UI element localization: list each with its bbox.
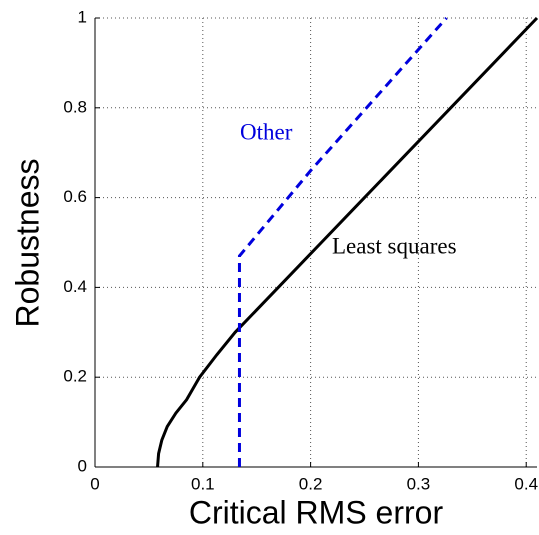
x-tick-label: 0.2	[299, 474, 323, 493]
y-axis-label: Robustness	[9, 159, 45, 328]
x-tick-label: 0.1	[191, 474, 215, 493]
series-label: Least squares	[332, 233, 457, 258]
y-tick-label: 0.8	[63, 97, 87, 116]
x-axis-label: Critical RMS error	[189, 494, 444, 530]
y-tick-label: 1	[78, 7, 87, 26]
y-tick-label: 0.4	[63, 277, 87, 296]
y-tick-label: 0	[78, 456, 87, 475]
series-label: Other	[240, 119, 293, 144]
x-tick-label: 0	[90, 474, 99, 493]
line	[156, 16, 539, 468]
y-tick-label: 0.6	[63, 187, 87, 206]
x-tick-label: 0.4	[514, 474, 538, 493]
y-tick-label: 0.2	[63, 367, 87, 386]
line	[237, 17, 448, 467]
x-tick-label: 0.3	[407, 474, 431, 493]
